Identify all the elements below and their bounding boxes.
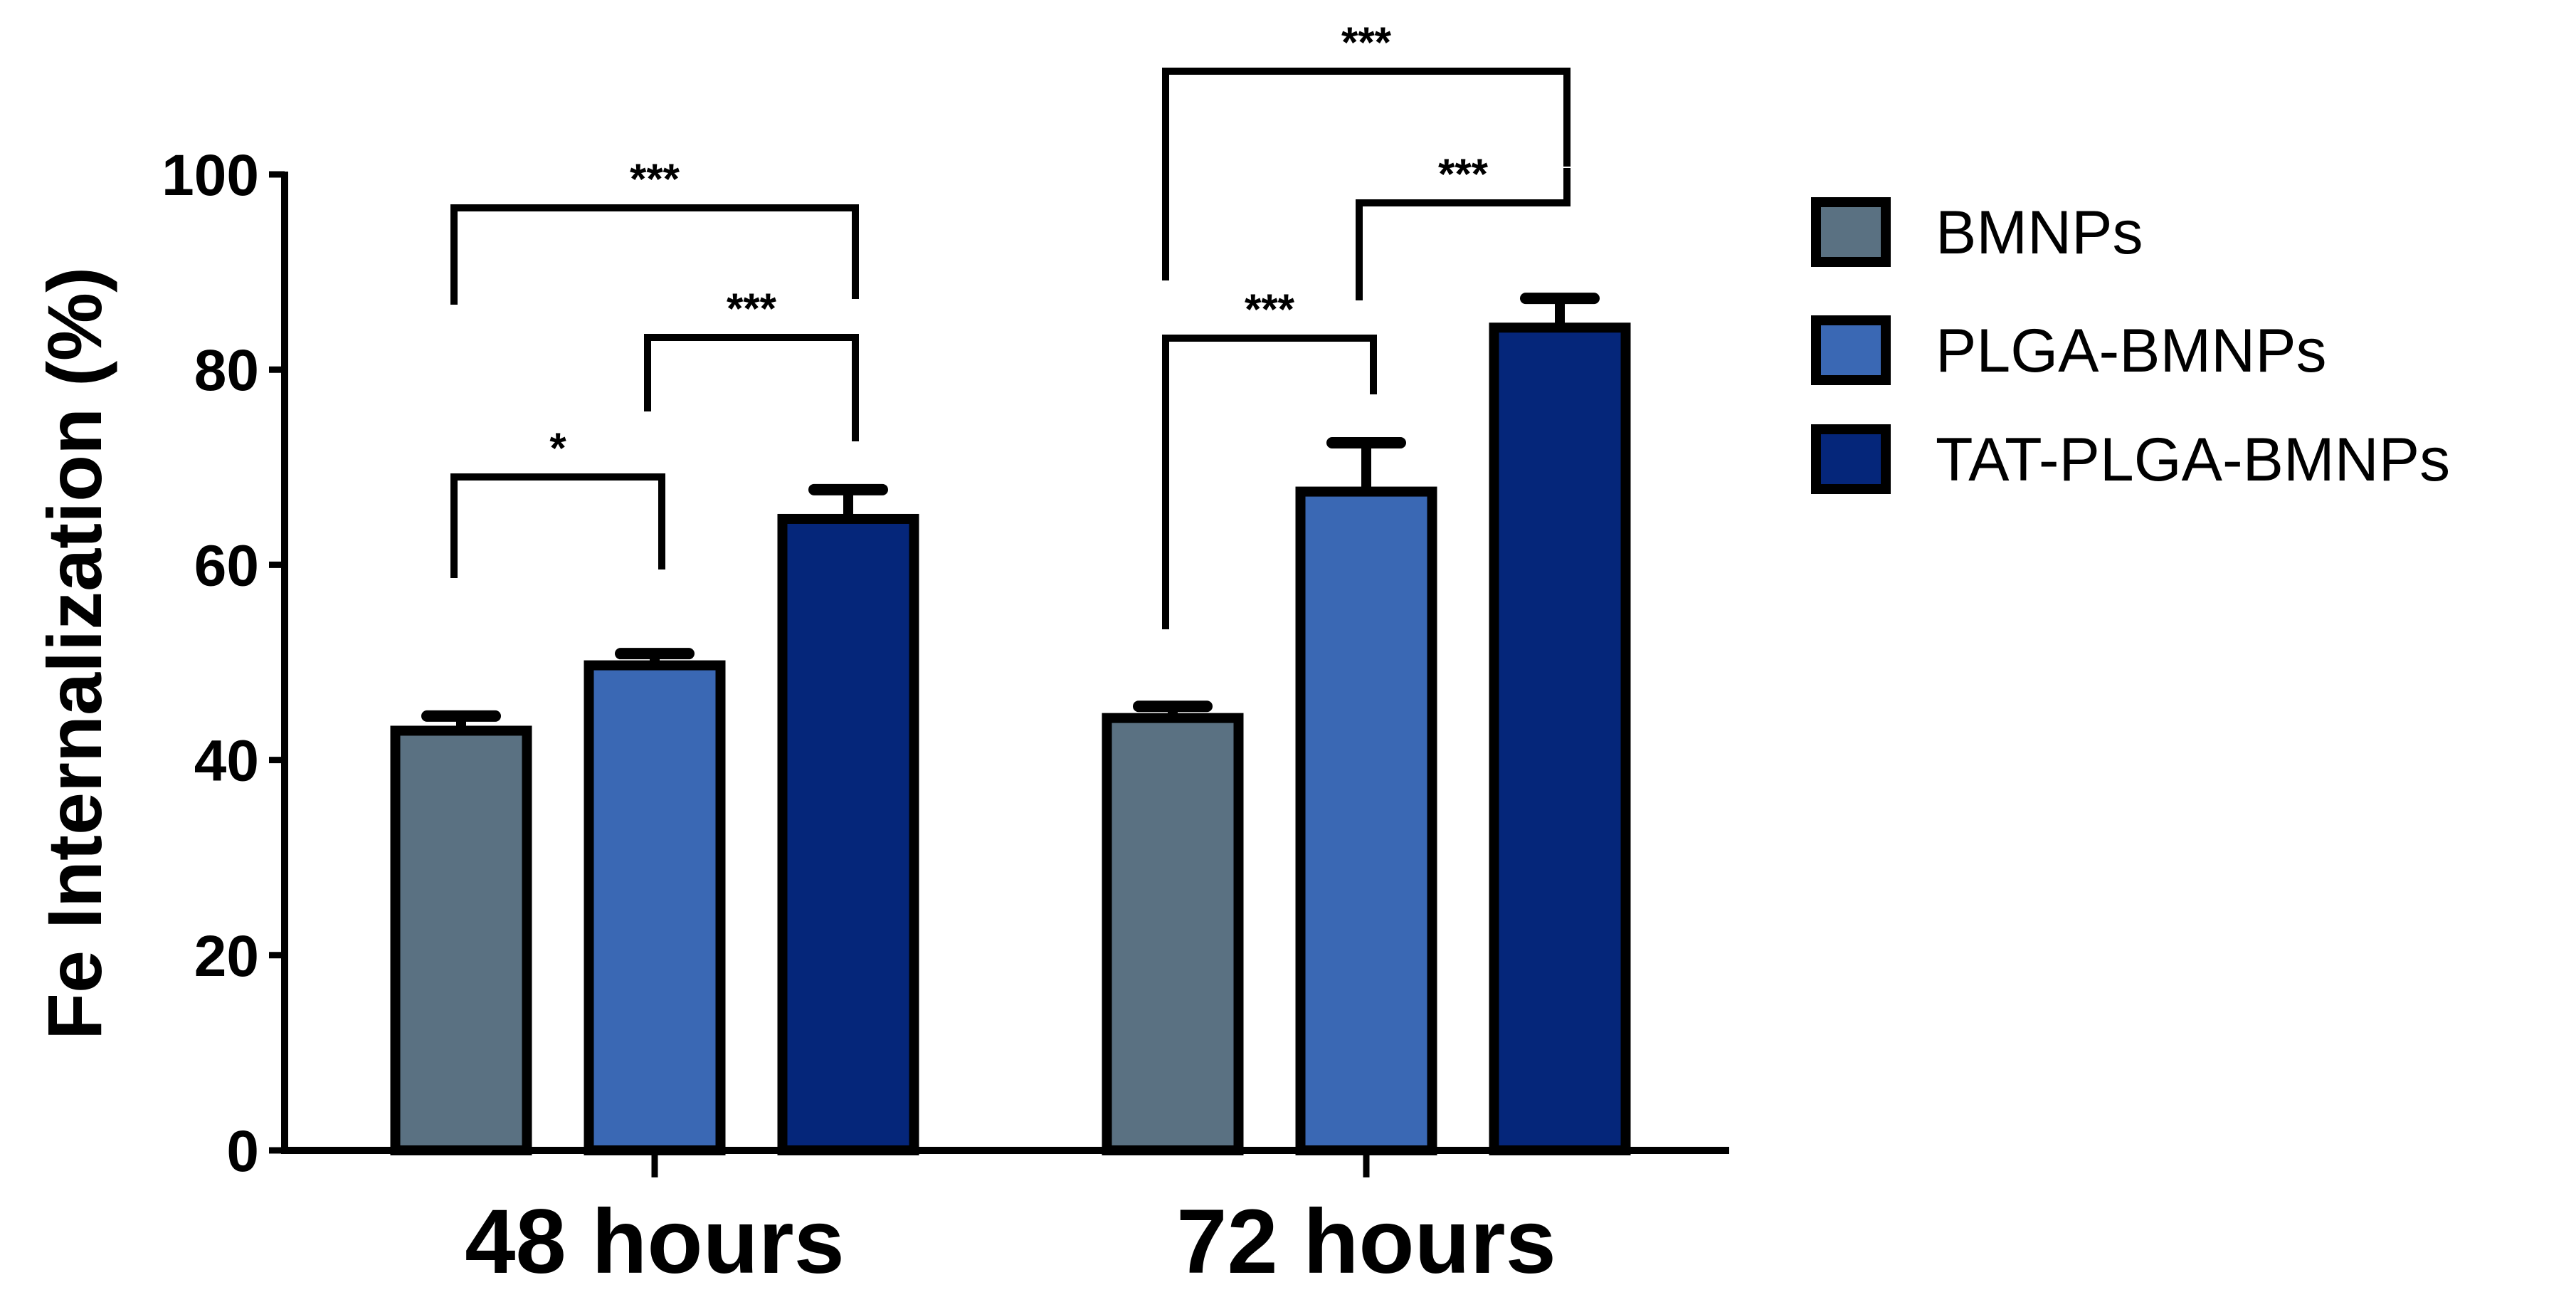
significance-label: ***	[1245, 285, 1295, 333]
legend-label: PLGA-BMNPs	[1936, 317, 2327, 385]
significance-bracket	[1356, 168, 1571, 300]
y-tick-label: 20	[194, 924, 259, 989]
significance-label: ***	[630, 155, 680, 203]
significance-bracket	[450, 473, 665, 578]
y-tick-label: 100	[162, 143, 259, 208]
bar	[1489, 322, 1631, 1156]
significance-label: *	[549, 424, 566, 472]
y-tick-label: 40	[194, 729, 259, 794]
legend-swatch	[1811, 424, 1891, 494]
x-axis-ticks: 48 hours 72 hours	[465, 1150, 1556, 1293]
y-tick-label: 80	[194, 338, 259, 403]
bar	[1295, 486, 1437, 1155]
significance-bracket	[1162, 68, 1571, 280]
bar	[777, 513, 919, 1155]
significance-bracket	[450, 204, 859, 305]
significance-bracket	[644, 334, 859, 441]
x-tick-label: 72 hours	[1176, 1191, 1556, 1293]
significance-label: ***	[1438, 150, 1489, 198]
legend-swatch	[1811, 197, 1891, 267]
bar	[584, 660, 726, 1155]
legend-label: TAT-PLGA-BMNPs	[1936, 426, 2450, 494]
legend-swatch	[1811, 315, 1891, 385]
x-tick-label: 48 hours	[465, 1191, 845, 1293]
significance-brackets: ****************	[450, 19, 1571, 629]
axes	[281, 172, 1729, 1154]
y-axis-label: Fe Internalization (%)	[31, 267, 117, 1040]
legend: BMNPs PLGA-BMNPs TAT-PLGA-BMNPs	[1811, 197, 2450, 494]
bar	[390, 725, 532, 1155]
significance-bracket	[1162, 335, 1377, 629]
y-tick-label: 60	[194, 533, 259, 598]
legend-label: BMNPs	[1936, 199, 2143, 267]
bars	[390, 293, 1631, 1156]
significance-label: ***	[1341, 19, 1392, 66]
significance-label: ***	[727, 285, 777, 332]
y-axis-ticks: 0 20 40 60 80 100	[162, 143, 285, 1184]
bar	[1102, 713, 1244, 1155]
y-tick-label: 0	[226, 1119, 259, 1184]
